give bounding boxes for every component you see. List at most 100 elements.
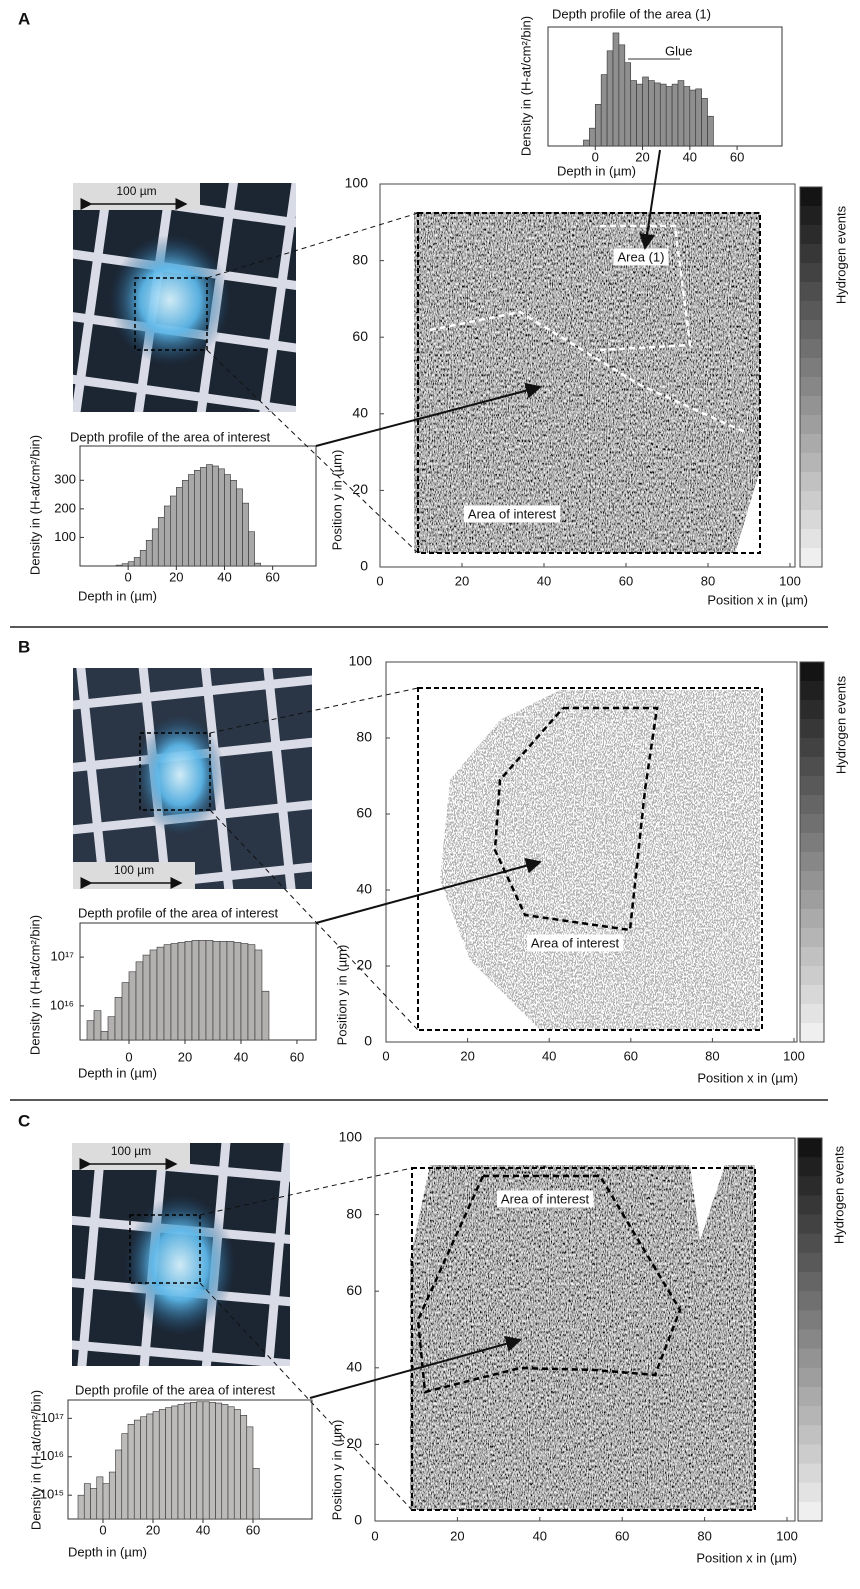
x-tick-label: 20 [460, 1048, 474, 1063]
photo-content [46, 1094, 343, 1366]
y-tick-label: 0 [360, 558, 368, 574]
y-tick-label: 20 [352, 481, 368, 497]
y-tick-label: 60 [356, 805, 372, 821]
panel-label: A [18, 9, 30, 28]
hist-bar [612, 32, 620, 147]
hist-bar [77, 1494, 85, 1520]
x-tick-label: 0 [382, 1048, 389, 1063]
colorbar-step [798, 1138, 822, 1158]
x-tick-label: 20 [455, 573, 469, 588]
hist-bar [606, 50, 614, 147]
y-tick-label: 10¹⁶ [50, 997, 74, 1012]
hist-bar [642, 76, 649, 147]
x-tick-label: 60 [290, 1049, 304, 1064]
colorbar-step [800, 187, 822, 207]
colorbar-step [800, 377, 822, 397]
colorbar-step [800, 396, 822, 416]
x-axis-label: Depth in (µm) [557, 163, 636, 178]
y-tick-label: 300 [54, 472, 76, 487]
y-tick-label: 100 [345, 175, 369, 191]
hist-bar [212, 465, 219, 567]
event-map [414, 212, 760, 553]
hist-bar [654, 82, 661, 147]
mesh-bar [16, 646, 47, 945]
x-tick-label: 20 [635, 149, 649, 164]
annotation: Area (1) [618, 249, 665, 264]
mesh-bar [72, 1336, 290, 1366]
hist-bar [191, 940, 200, 1041]
y-tick-label: 80 [356, 729, 372, 745]
hist-bar [190, 1402, 198, 1520]
hist-bar [240, 943, 249, 1041]
y-tick-label: 20 [356, 957, 372, 973]
photo: 100 µm [16, 646, 312, 945]
x-tick-label: 100 [779, 573, 801, 588]
x-tick-label: 60 [265, 569, 279, 584]
y-tick-label: 80 [346, 1205, 362, 1221]
colorbar-step [798, 1406, 822, 1426]
y-tick-label: 200 [54, 500, 76, 515]
hist-bar [583, 139, 590, 147]
hist-bar [151, 528, 159, 567]
colorbar-step [800, 795, 824, 815]
hist-bar [618, 44, 626, 147]
x-axis-label: Position x in (µm) [697, 1070, 798, 1085]
x-tick-label: 60 [624, 1048, 638, 1063]
hist-bar [170, 943, 179, 1041]
hist-bar [102, 1483, 110, 1520]
hist-bar [96, 1476, 104, 1520]
area-outline [429, 310, 746, 434]
colorbar-frame [799, 186, 823, 568]
colorbar-step [800, 263, 822, 283]
photo-content [16, 646, 312, 945]
x-tick-label: 60 [246, 1522, 260, 1537]
connector [199, 1167, 413, 1216]
mesh-bar [73, 367, 296, 412]
x-tick-label: 20 [169, 569, 183, 584]
mesh-bar [46, 1094, 343, 1120]
colorbar-step [800, 928, 824, 948]
hist-bar [83, 1483, 91, 1520]
x-tick-label: 40 [537, 573, 551, 588]
hist-bar [254, 949, 263, 1041]
colorbar-step [798, 1272, 822, 1292]
chart-title: Depth profile of the area of interest [78, 905, 279, 920]
y-tick-label: 40 [352, 405, 368, 421]
connector [199, 1282, 413, 1511]
colorbar-step [800, 681, 824, 701]
hist-bar [140, 1416, 148, 1520]
hist-bar [218, 468, 225, 567]
x-tick-label: 80 [705, 1048, 719, 1063]
hist-bar [677, 80, 685, 147]
area-outline [599, 224, 692, 352]
hist-bar [156, 946, 165, 1041]
mesh-bar [73, 183, 120, 412]
scan-outline [411, 1167, 756, 1511]
zoom-box [134, 277, 208, 351]
x-tick-label: 60 [615, 1528, 629, 1543]
colorbar-step [800, 548, 822, 568]
hist-bar [93, 1010, 102, 1041]
hist-bar [248, 531, 255, 567]
colorbar-step [800, 510, 822, 530]
colorbar-step [798, 1176, 822, 1196]
colorbar-step [798, 1310, 822, 1330]
colorbar-step [800, 453, 822, 473]
scale-label: 100 µm [116, 184, 156, 198]
annotation: Glue [665, 43, 692, 58]
hist-bar [240, 1414, 248, 1520]
y-tick-label: 40 [346, 1359, 362, 1375]
colorbar-frame [797, 1137, 823, 1522]
x-tick-label: 40 [234, 1049, 248, 1064]
colorbar-step [800, 206, 822, 226]
event-map [440, 690, 760, 1030]
colorbar-step [798, 1367, 822, 1388]
x-tick-label: 20 [178, 1049, 192, 1064]
colorbar-step [800, 833, 824, 853]
hist-bar [205, 940, 214, 1041]
x-tick-label: 60 [619, 573, 633, 588]
colorbar-step [800, 738, 824, 758]
colorbar-step [798, 1348, 822, 1369]
colorbar-label: Hydrogen events [833, 205, 848, 304]
